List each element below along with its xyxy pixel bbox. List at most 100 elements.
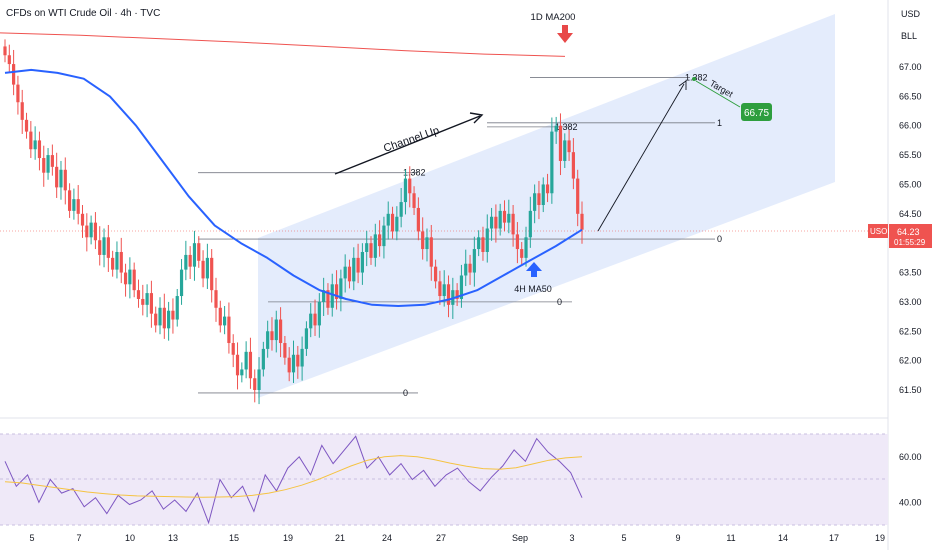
rsi-lines	[4, 435, 583, 525]
candle-body	[477, 237, 481, 250]
time-tick-label: 10	[125, 533, 135, 543]
price-tick-label: 67.00	[899, 62, 922, 72]
candle-body	[98, 240, 102, 255]
fib-level-label: 1.382	[685, 73, 708, 83]
candle-body	[149, 293, 154, 314]
candle-body	[502, 210, 507, 223]
candle-body	[373, 234, 377, 258]
candle-body	[80, 213, 85, 226]
candle-body	[567, 140, 571, 153]
fib-level-label: 0	[717, 234, 722, 244]
price-tick-label: 65.50	[899, 150, 922, 160]
candle-body	[412, 193, 416, 208]
candle-body	[248, 351, 253, 379]
candle-body	[382, 225, 386, 247]
candle-body	[317, 301, 321, 326]
candle-body	[291, 354, 296, 373]
time-tick-label: 3	[569, 533, 574, 543]
time-tick-label: 19	[875, 533, 885, 543]
candle-body	[188, 254, 192, 267]
candle-body	[278, 319, 283, 344]
candle-body	[59, 169, 63, 188]
candle-body	[343, 266, 347, 279]
candle-body	[274, 319, 278, 341]
ma200-arrow-icon	[557, 25, 573, 43]
last-price-badge	[889, 224, 932, 248]
candle-body	[408, 178, 412, 194]
candle-body	[322, 290, 326, 302]
candle-body	[330, 284, 334, 308]
candle-body	[253, 378, 257, 390]
last-price-value: 64.23	[897, 227, 920, 237]
candle-body	[489, 216, 494, 229]
candle-body	[266, 331, 270, 349]
price-tag	[868, 224, 888, 238]
time-tick-label: 13	[168, 533, 178, 543]
candle-body	[111, 257, 115, 270]
candle-body	[123, 272, 128, 285]
candle-body	[24, 119, 29, 132]
candle-body	[119, 251, 123, 273]
candle-body	[240, 369, 244, 376]
candle-body	[132, 269, 136, 291]
candle-body	[261, 348, 265, 370]
candle-body	[326, 290, 330, 308]
time-tick-label: 27	[436, 533, 446, 543]
price-axis-ticks: 67.0066.5066.0065.5065.0064.5064.0063.50…	[899, 62, 922, 507]
candle-body	[533, 193, 537, 211]
candle-body	[7, 55, 11, 65]
price-axis[interactable]	[888, 0, 932, 550]
target-connector	[695, 80, 741, 108]
candle-body	[287, 357, 291, 373]
candle-body	[76, 199, 80, 214]
candle-body	[515, 234, 520, 250]
candle-body	[296, 354, 300, 367]
candle-body	[46, 155, 50, 173]
candle-body	[3, 46, 7, 56]
bar-countdown: 01:55:29	[894, 238, 926, 247]
ma200-label: 1D MA200	[531, 12, 576, 23]
channel-direction-line	[334, 115, 481, 175]
candle-body	[459, 275, 464, 299]
fib-level-label: 1.382	[555, 122, 578, 132]
projection-arrowhead	[678, 80, 687, 90]
candle-body	[218, 307, 222, 326]
candle-body	[20, 102, 24, 120]
time-tick-label: 7	[76, 533, 81, 543]
candles	[3, 39, 584, 405]
candle-body	[550, 131, 554, 194]
time-tick-label: 5	[29, 533, 34, 543]
candle-body	[93, 222, 98, 241]
candle-body	[524, 237, 528, 258]
candle-body	[545, 184, 550, 194]
target-point	[692, 77, 696, 81]
candle-body	[580, 213, 584, 230]
candle-body	[378, 234, 382, 247]
price-tick-label: 65.00	[899, 179, 922, 189]
time-tick-label: 9	[675, 533, 680, 543]
price-tick-label: 63.50	[899, 268, 922, 278]
candle-body	[334, 284, 339, 299]
candle-body	[481, 237, 485, 252]
price-tick-label: 62.50	[899, 326, 922, 336]
candle-body	[416, 207, 420, 232]
candle-body	[571, 152, 575, 179]
candle-body	[313, 313, 317, 326]
candle-body	[438, 281, 442, 297]
price-tick-label: 62.00	[899, 356, 922, 366]
candle-body	[141, 298, 145, 305]
price-tick-label: 61.50	[899, 385, 922, 395]
candle-body	[541, 184, 545, 206]
ma50-arrow-icon	[526, 262, 542, 277]
fib-level-label: 1.382	[403, 168, 426, 178]
candle-body	[446, 284, 451, 305]
candle-body	[554, 125, 558, 132]
candle-body	[235, 354, 240, 376]
candle-body	[158, 307, 162, 326]
candle-body	[455, 290, 459, 299]
candle-body	[37, 140, 42, 159]
candle-body	[360, 251, 364, 273]
price-tick-label: 64.50	[899, 209, 922, 219]
candle-body	[162, 307, 166, 329]
